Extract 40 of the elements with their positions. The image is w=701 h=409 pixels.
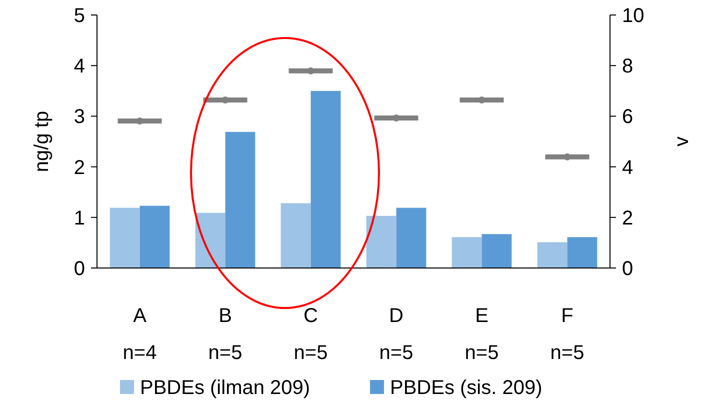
bar xyxy=(280,203,311,268)
y2-tick-label: 8 xyxy=(622,56,634,78)
x-tick-label: A n=4 xyxy=(122,305,157,364)
y2-axis-title: v xyxy=(671,136,693,146)
bar xyxy=(140,206,170,268)
point xyxy=(478,96,486,104)
x-tick-label: E n=5 xyxy=(464,305,499,364)
point xyxy=(307,67,314,74)
y2-tick-label: 2 xyxy=(622,207,634,230)
bar xyxy=(537,242,568,268)
point xyxy=(564,153,571,160)
y-axis-title: ng/g tp xyxy=(31,110,53,172)
bar xyxy=(482,234,512,268)
legend-label: PBDEs (sis. 209) xyxy=(390,377,542,399)
y2-tick-label: 10 xyxy=(622,5,644,27)
bar xyxy=(452,237,482,268)
bar xyxy=(110,208,140,268)
y-tick-label: 1 xyxy=(74,207,85,230)
x-tick-label: F n=5 xyxy=(550,305,584,364)
x-tick-label: D n=5 xyxy=(379,305,414,364)
y-tick-label: 5 xyxy=(74,5,85,27)
point xyxy=(222,96,229,104)
y2-tick-label: 6 xyxy=(622,106,634,128)
legend-label: PBDEs (ilman 209) xyxy=(140,377,310,399)
y-tick-label: 2 xyxy=(74,156,85,179)
y-tick-label: 4 xyxy=(74,56,85,78)
bar xyxy=(195,212,226,268)
y-tick-label: 0 xyxy=(74,258,85,280)
x-tick-label: B n=5 xyxy=(208,305,242,364)
bar xyxy=(366,216,396,268)
y2-tick-label: 0 xyxy=(622,258,634,280)
point xyxy=(392,114,400,122)
point xyxy=(136,118,144,125)
y-tick-label: 3 xyxy=(74,106,85,128)
bar xyxy=(567,237,598,268)
y2-tick-label: 4 xyxy=(622,156,634,179)
x-tick-label: C n=5 xyxy=(294,305,328,364)
bar xyxy=(225,132,256,268)
bar xyxy=(310,90,341,268)
bar xyxy=(396,208,426,268)
